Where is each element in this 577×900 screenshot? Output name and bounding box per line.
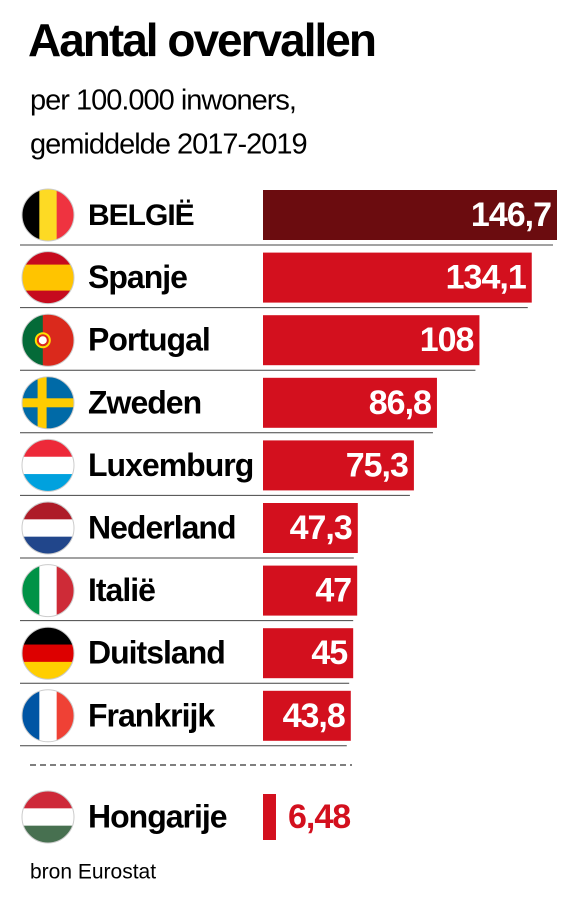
bar [263, 628, 354, 679]
category-label: Italië [88, 572, 155, 608]
source: bron Eurostat [30, 861, 156, 884]
flag-band [22, 825, 74, 843]
flag-band [22, 439, 74, 458]
flag-band [22, 689, 40, 742]
value-label: 146,7 [471, 196, 551, 234]
category-label: Duitsland [88, 635, 225, 671]
flag-band [22, 264, 74, 279]
flag-band [22, 791, 74, 809]
value-label: 134,1 [446, 259, 526, 297]
bar [263, 440, 414, 491]
flag [22, 791, 74, 843]
flag [22, 314, 74, 367]
bar [263, 190, 557, 240]
flag-outline [21, 501, 75, 555]
flag [22, 502, 74, 554]
flag [22, 189, 74, 241]
flag-band [39, 689, 58, 742]
flag [22, 564, 74, 617]
flag-band [22, 456, 74, 475]
flag-band [56, 564, 74, 617]
value-label: 43,8 [283, 697, 345, 735]
flag-outline [21, 188, 75, 242]
value-label: 6,48 [288, 798, 350, 836]
flag-band [56, 189, 74, 241]
chart-subtitle: per 100.000 inwoners, [30, 85, 296, 117]
flag-outline [21, 438, 75, 492]
flag-band [22, 564, 40, 617]
flag-outline [21, 689, 75, 743]
category-label: Nederland [88, 509, 235, 545]
flag-band [22, 661, 74, 680]
flag-band [39, 564, 58, 617]
flag-outline [21, 376, 75, 430]
bar [263, 565, 358, 616]
category-label: Spanje [88, 259, 187, 295]
value-label: 86,8 [369, 384, 431, 422]
flag-band [56, 689, 74, 742]
flag-band [22, 519, 74, 538]
flag [22, 376, 74, 429]
flag-emblem [36, 334, 49, 347]
flag-band [22, 644, 74, 663]
category-label: Frankrijk [88, 697, 215, 733]
flag-outline [21, 564, 75, 618]
flag-band [22, 474, 74, 492]
category-label: BELGIË [88, 199, 194, 232]
bar [263, 252, 532, 303]
flag-band [22, 627, 74, 646]
category-label: Zweden [88, 384, 201, 420]
category-label: Hongarije [88, 798, 227, 834]
bar [263, 377, 437, 428]
flag-band [22, 277, 74, 292]
flag-band [22, 536, 74, 554]
flag-band [22, 398, 74, 408]
chart-subtitle: gemiddelde 2017-2019 [30, 129, 307, 161]
value-label: 108 [420, 321, 474, 359]
bar [263, 503, 358, 553]
flag-band [22, 189, 40, 241]
flag-outline [21, 790, 75, 844]
chart-title: Aantal overvallen [28, 14, 375, 66]
category-label: Luxemburg [88, 447, 253, 483]
flag-band [39, 189, 58, 241]
flag [22, 627, 74, 680]
bar [263, 315, 480, 366]
flag [22, 689, 74, 742]
flag-band [22, 290, 74, 304]
value-label: 45 [311, 634, 347, 672]
flag-band [22, 502, 74, 520]
flag [22, 439, 74, 492]
value-label: 75,3 [346, 446, 408, 484]
flag-outline [21, 313, 75, 367]
bar [263, 794, 276, 840]
flag-band [22, 314, 43, 367]
value-label: 47 [315, 572, 351, 610]
flag-outline [21, 626, 75, 680]
flag-outline [21, 251, 75, 305]
bar [263, 690, 351, 741]
category-label: Portugal [88, 322, 210, 358]
value-label: 47,3 [290, 509, 352, 547]
flag-band [22, 808, 74, 827]
